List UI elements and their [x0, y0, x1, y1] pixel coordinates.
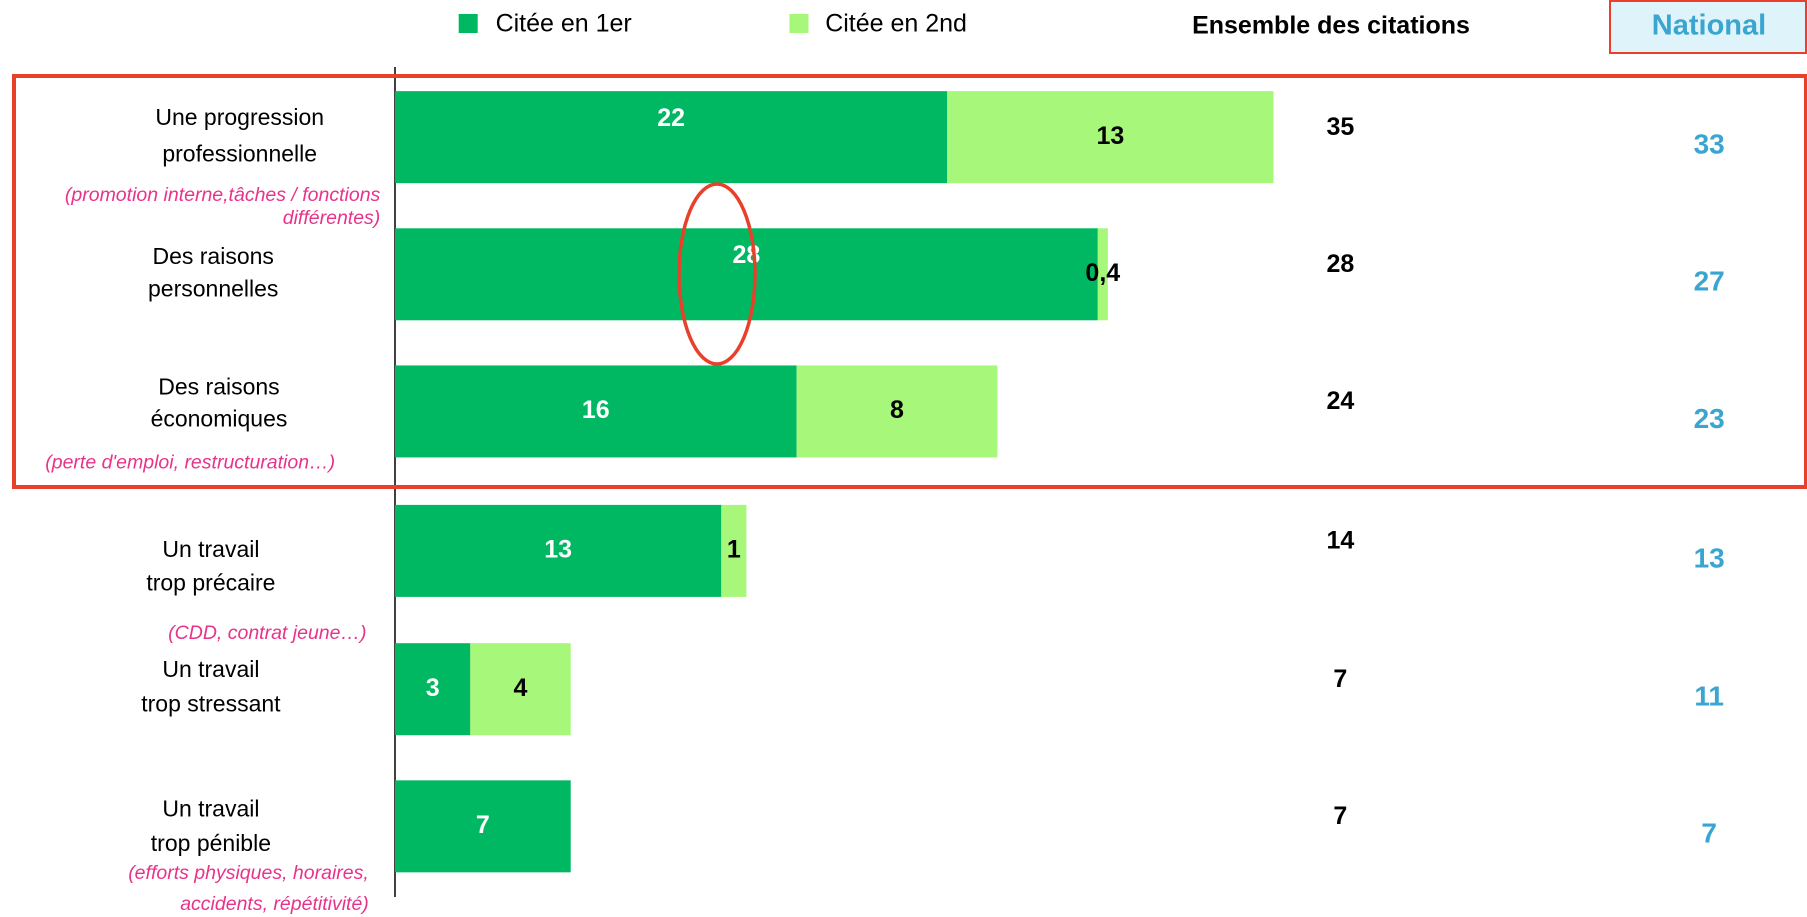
national-label: 7 — [1701, 818, 1717, 849]
category-label: Un travail — [162, 795, 259, 821]
value-label: 22 — [657, 104, 685, 132]
total-label: 24 — [1326, 387, 1354, 415]
category-note: (perte d'emploi, restructuration…) — [45, 451, 335, 473]
category-note: (CDD, contrat jeune…) — [168, 622, 366, 644]
category-label: Des raisons — [152, 243, 273, 269]
totals-title: Ensemble des citations — [1192, 12, 1470, 40]
category-note: (efforts physiques, horaires, — [128, 862, 369, 884]
total-label: 7 — [1333, 802, 1347, 830]
category-note: (promotion interne,tâches / fonctions — [65, 184, 381, 206]
bar-segment — [721, 504, 747, 597]
value-label: 13 — [544, 536, 572, 564]
total-label: 28 — [1326, 250, 1354, 278]
legend-swatch — [458, 14, 478, 33]
value-label: 4 — [514, 674, 528, 702]
legend-label: Citée en 1er — [496, 10, 632, 38]
national-label: 33 — [1694, 129, 1725, 160]
national-label: 23 — [1694, 403, 1725, 434]
total-label: 7 — [1333, 665, 1347, 693]
category-label: Une progression — [155, 104, 324, 130]
category-label: Un travail — [162, 656, 259, 682]
value-label: 16 — [582, 396, 610, 424]
value-label: 3 — [426, 674, 440, 702]
national-label: 13 — [1694, 542, 1725, 573]
legend-swatch — [789, 14, 809, 33]
value-label: 13 — [1096, 122, 1124, 150]
value-label: 8 — [890, 396, 904, 424]
category-label: trop pénible — [151, 830, 271, 856]
bar-segment — [395, 643, 471, 736]
bar-segment — [796, 365, 998, 458]
legend-label: Citée en 2nd — [825, 10, 967, 38]
bar-segment — [470, 643, 571, 736]
category-label: économiques — [151, 406, 288, 432]
bar-segment — [395, 504, 722, 597]
category-label: professionnelle — [162, 141, 317, 167]
national-label: 11 — [1694, 681, 1724, 712]
bar-segment — [947, 91, 1274, 184]
total-label: 14 — [1326, 527, 1354, 555]
category-note: différentes) — [283, 207, 381, 229]
national-title: National — [1652, 10, 1766, 42]
bar-segment — [395, 780, 571, 873]
total-label: 35 — [1326, 113, 1354, 141]
highlight-box — [12, 74, 1807, 489]
bar-segment — [395, 91, 948, 184]
category-label: Un travail — [162, 536, 259, 562]
bar-segment — [395, 228, 1098, 321]
category-label: personnelles — [148, 276, 278, 302]
national-label: 27 — [1694, 266, 1725, 297]
value-label: 7 — [476, 811, 490, 839]
category-label: trop précaire — [146, 569, 275, 595]
category-label: trop stressant — [141, 690, 281, 716]
bar-segment — [1097, 228, 1108, 321]
national-box — [1609, 0, 1807, 54]
category-note: accidents, répétitivité) — [180, 893, 369, 915]
highlight-ellipse — [677, 182, 757, 366]
value-label: 1 — [727, 536, 741, 564]
bar-segment — [395, 365, 797, 458]
category-label: Des raisons — [158, 373, 279, 399]
value-label: 0,4 — [1085, 259, 1120, 287]
